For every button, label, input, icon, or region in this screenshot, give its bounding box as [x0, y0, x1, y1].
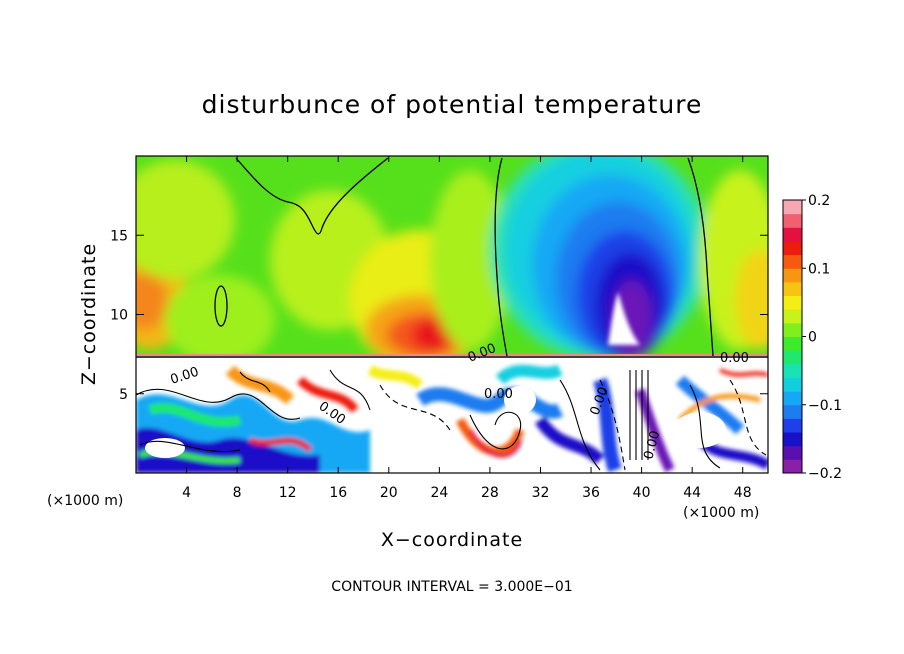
y-tick-label: 15	[110, 228, 128, 244]
colorbar-swatch	[783, 281, 802, 297]
colorbar-swatch	[783, 213, 802, 228]
contour-interval-note: CONTOUR INTERVAL = 3.000E−01	[331, 579, 572, 595]
y-tick-label: 5	[119, 387, 128, 403]
x-tick-label: 28	[481, 485, 499, 501]
colorbar-swatch	[783, 459, 802, 474]
colorbar-swatch	[783, 445, 802, 460]
colorbar-swatch	[783, 295, 802, 310]
x-tick-label: 48	[734, 485, 752, 501]
x-tick-label: 8	[233, 485, 242, 501]
contour-label: 0.00	[720, 351, 749, 366]
colorbar-swatch	[783, 227, 802, 242]
contour-label: 0.00	[484, 387, 513, 402]
colorbar-swatch	[783, 418, 802, 433]
x-axis: 4 8 12 16 20 24 28 32 36 40 44 48	[182, 156, 752, 501]
colorbar-swatch	[783, 350, 802, 365]
x-tick-label: 40	[633, 485, 651, 501]
colorbar-tick-label: −0.2	[808, 466, 842, 482]
x-unit-right: (×1000 m)	[683, 505, 759, 521]
colorbar-swatch	[783, 363, 802, 378]
colorbar-swatch	[783, 240, 802, 256]
colorbar-tick-label: 0.2	[808, 193, 830, 209]
colorbar-swatch	[783, 432, 802, 447]
colorbar-tick-label: 0.1	[808, 261, 830, 277]
colorbar-tick-label: 0	[808, 330, 817, 346]
x-tick-label: 44	[683, 485, 701, 501]
colorbar-swatch	[783, 336, 802, 351]
y-axis-label: Z−coordinate	[78, 243, 100, 385]
colorbar-swatch	[783, 391, 802, 406]
y-axis: 5 10 15	[110, 228, 768, 403]
contour-lines	[136, 157, 768, 358]
x-tick-label: 16	[329, 485, 347, 501]
temperature-field: 0.00 0.00 0.00 0.00 0.00 0.00 0.00	[136, 156, 768, 473]
lower-field	[136, 356, 768, 473]
contour-label: 0.00	[641, 429, 663, 461]
colorbar-swatch	[783, 200, 802, 215]
x-tick-label: 12	[279, 485, 297, 501]
x-tick-label: 20	[380, 485, 398, 501]
colorbar: 0.2 0.1 0 −0.1 −0.2	[783, 193, 842, 482]
y-tick-label: 10	[110, 308, 128, 324]
upper-field	[136, 156, 768, 358]
colorbar-swatch	[783, 322, 802, 337]
colorbar-swatch	[783, 254, 802, 269]
x-tick-label: 32	[532, 485, 550, 501]
colorbar-swatch	[783, 377, 802, 392]
colorbar-swatch	[783, 309, 802, 324]
x-tick-label: 4	[182, 485, 191, 501]
x-unit-left: (×1000 m)	[47, 493, 123, 509]
x-tick-label: 24	[430, 485, 448, 501]
colorbar-frame	[782, 199, 803, 474]
contour-label-group: 0.00 0.00 0.00 0.00 0.00 0.00 0.00	[169, 341, 749, 461]
x-tick-label: 36	[582, 485, 600, 501]
chart-title: disturbunce of potential temperature	[202, 90, 703, 119]
colorbar-swatch	[783, 268, 802, 283]
colorbar-swatch	[783, 404, 802, 419]
colorbar-tick-label: −0.1	[808, 398, 842, 414]
x-axis-label: X−coordinate	[381, 529, 523, 551]
